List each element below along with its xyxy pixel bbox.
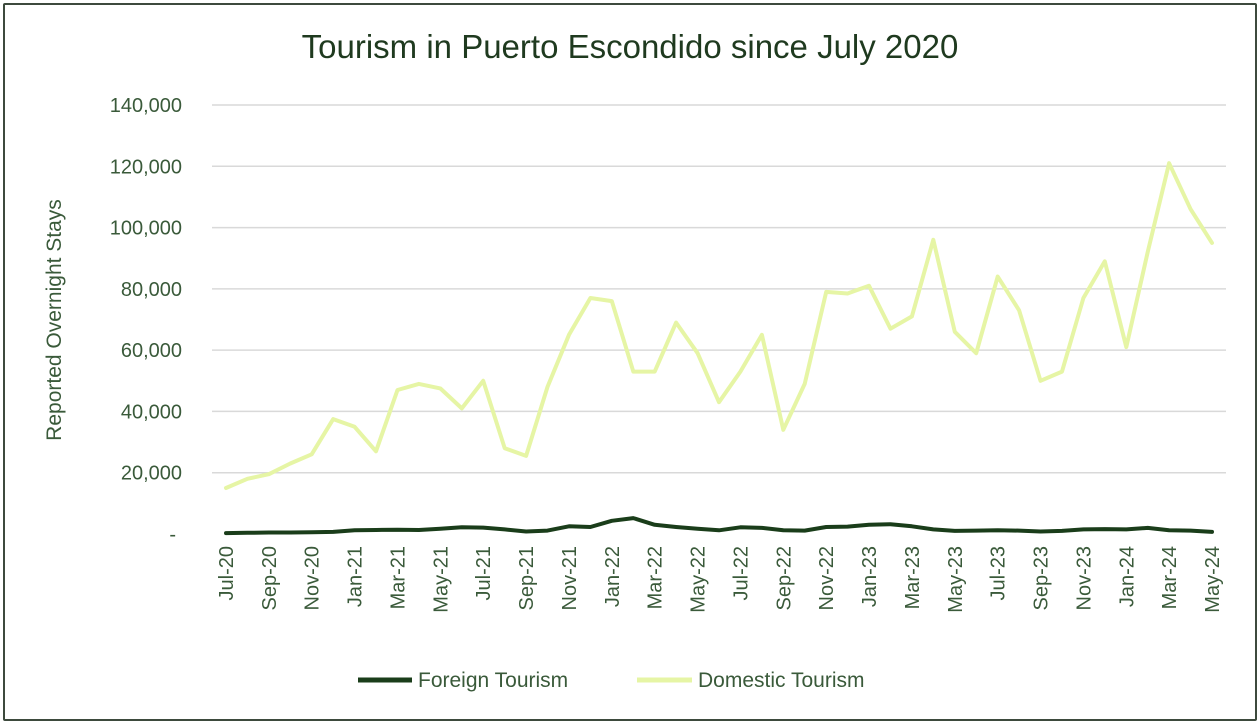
x-tick-label: Jul-20 bbox=[216, 546, 238, 600]
x-tick-label: Mar-22 bbox=[645, 546, 667, 609]
y-axis-ticks: - 20,000 40,000 60,000 80,000 100,000 120,000 1… bbox=[110, 95, 182, 546]
x-tick-label: Mar-23 bbox=[902, 546, 924, 609]
x-axis-ticks: Jul-20 Sep-20 Nov-20 Jan-21 Mar-21 May-21 Jul-… bbox=[216, 546, 1224, 613]
series-line-domestic bbox=[224, 161, 1214, 490]
x-tick-label: Jul-22 bbox=[730, 546, 752, 600]
series-line-foreign bbox=[224, 516, 1214, 536]
y-tick-label: 80,000 bbox=[121, 279, 182, 301]
y-tick-label: 20,000 bbox=[121, 463, 182, 485]
x-tick-label: Mar-24 bbox=[1159, 546, 1181, 609]
x-tick-label: Jul-21 bbox=[473, 546, 495, 600]
x-tick-label: May-23 bbox=[945, 546, 967, 613]
x-tick-label: Nov-23 bbox=[1073, 546, 1095, 610]
legend-label-foreign: Foreign Tourism bbox=[418, 669, 568, 692]
chart-title: Tourism in Puerto Escondido since July 2… bbox=[302, 28, 959, 65]
y-axis-label: Reported Overnight Stays bbox=[43, 199, 66, 441]
y-tick-label: 120,000 bbox=[110, 156, 182, 178]
y-tick-label: 100,000 bbox=[110, 218, 182, 240]
x-tick-label: Sep-21 bbox=[516, 546, 538, 611]
x-tick-label: May-22 bbox=[688, 546, 710, 613]
y-tick-label: 60,000 bbox=[121, 340, 182, 362]
y-tick-label: 40,000 bbox=[121, 401, 182, 423]
x-tick-label: Sep-20 bbox=[259, 546, 281, 611]
x-tick-label: May-24 bbox=[1202, 546, 1224, 613]
x-tick-label: May-21 bbox=[430, 546, 452, 613]
series-lines bbox=[224, 161, 1214, 536]
x-tick-label: Jan-21 bbox=[345, 546, 367, 607]
x-tick-label: Nov-22 bbox=[816, 546, 838, 610]
legend-label-domestic: Domestic Tourism bbox=[698, 669, 864, 692]
x-tick-label: Jan-22 bbox=[602, 546, 624, 607]
legend: Foreign Tourism Domestic Tourism bbox=[358, 669, 864, 692]
x-tick-label: Sep-23 bbox=[1031, 546, 1053, 611]
x-tick-label: Jan-23 bbox=[859, 546, 881, 607]
gridlines bbox=[212, 104, 1226, 474]
x-tick-label: Nov-21 bbox=[559, 546, 581, 610]
x-tick-label: Jul-23 bbox=[988, 546, 1010, 600]
x-tick-label: Nov-20 bbox=[302, 546, 324, 610]
x-tick-label: Jan-24 bbox=[1116, 546, 1138, 607]
x-tick-label: Sep-22 bbox=[773, 546, 795, 611]
x-tick-label: Mar-21 bbox=[387, 546, 409, 609]
y-tick-label: - bbox=[169, 524, 176, 546]
y-tick-label: 140,000 bbox=[110, 95, 182, 117]
